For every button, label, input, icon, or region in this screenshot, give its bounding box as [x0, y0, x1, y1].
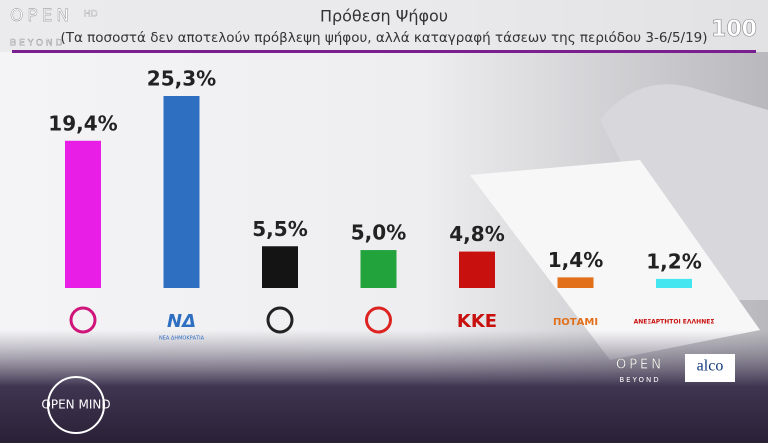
value-label: 25,3% — [147, 67, 216, 91]
party-logo-subtitle: ΝΕΑ ΔΗΜΟΚΡΑΤΙΑ — [159, 336, 205, 342]
party-logo-text: ΠΟΤΑΜΙ — [553, 317, 598, 328]
channel-sub: BEYOND — [10, 39, 66, 49]
party-logo-text: ΝΔ — [167, 311, 196, 332]
party-logo — [266, 306, 294, 334]
value-label: 1,4% — [548, 248, 603, 272]
party-logo — [365, 306, 392, 334]
show-logo: OPEN MIND — [41, 398, 110, 412]
ballot-paper — [470, 160, 760, 360]
pollster-logo: alco — [697, 358, 724, 375]
channel-hd: HD — [84, 10, 98, 20]
chart-title: Πρόθεση Ψήφου — [320, 7, 448, 26]
bottom-shade — [0, 330, 768, 443]
party-logo-text: ΚΚΕ — [457, 311, 497, 332]
bar — [262, 246, 298, 288]
footer-channel-sub: BEYOND — [619, 376, 660, 384]
header-line — [12, 50, 756, 53]
party-logo-text: ΑΝΕΞΑΡΤΗΤΟΙ ΕΛΛΗΝΕΣ — [634, 319, 715, 326]
party-logo — [69, 306, 97, 334]
chart-subtitle: (Τα ποσοστά δεν αποτελούν πρόβλεψη ψήφου… — [60, 30, 707, 46]
show-logo-ring — [47, 376, 105, 434]
bar — [557, 277, 594, 288]
header-bar — [0, 0, 768, 52]
bar — [459, 251, 495, 288]
hand-shape — [600, 84, 768, 301]
pollster-box — [685, 354, 735, 382]
value-label: 19,4% — [48, 111, 117, 135]
bar — [656, 278, 692, 288]
bar — [65, 140, 101, 288]
bar — [163, 96, 200, 288]
value-label: 5,5% — [252, 217, 307, 241]
channel-logo: OPEN — [10, 6, 73, 26]
bar — [360, 250, 397, 288]
footer-channel: OPEN — [616, 358, 664, 373]
value-label: 4,8% — [449, 222, 504, 246]
value-label: 5,0% — [351, 221, 406, 245]
show-badge: 100 — [711, 17, 757, 42]
value-label: 1,2% — [646, 249, 701, 273]
